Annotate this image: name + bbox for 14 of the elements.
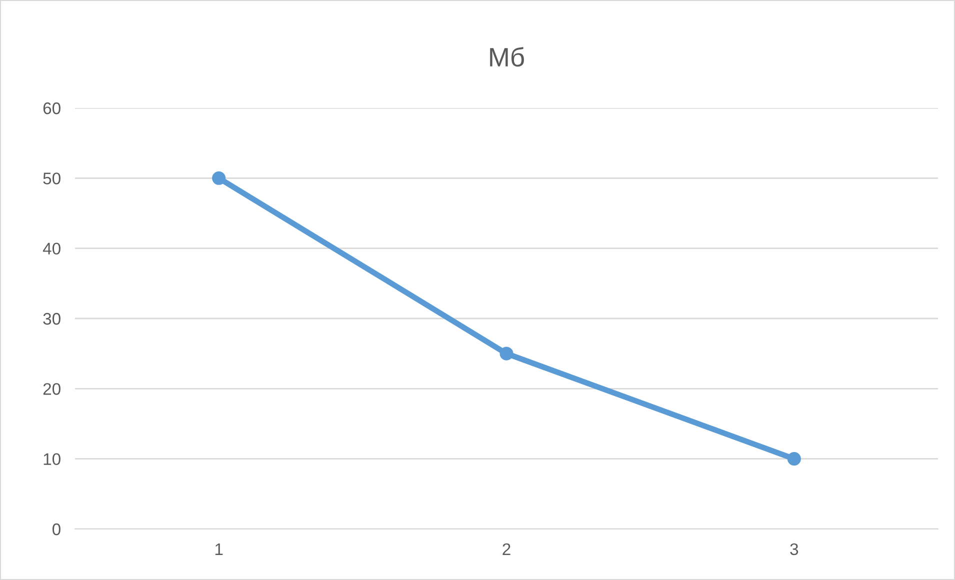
y-tick-label: 40: [42, 242, 60, 255]
x-tick-label: 1: [215, 544, 223, 555]
x-tick-label: 2: [502, 543, 510, 555]
point: [212, 171, 226, 185]
y-tick-label: 50: [43, 172, 60, 184]
chart-title: Мб: [490, 46, 524, 67]
x-tick-label: 3: [790, 543, 798, 556]
y-tick-label: 20: [43, 383, 60, 395]
y-tick-label: 60: [43, 102, 60, 114]
point: [500, 346, 514, 360]
y-tick-label: 0: [52, 523, 60, 536]
y-tick-label: 10: [44, 453, 60, 466]
y-tick-label: 30: [43, 312, 60, 325]
point: [787, 452, 801, 466]
